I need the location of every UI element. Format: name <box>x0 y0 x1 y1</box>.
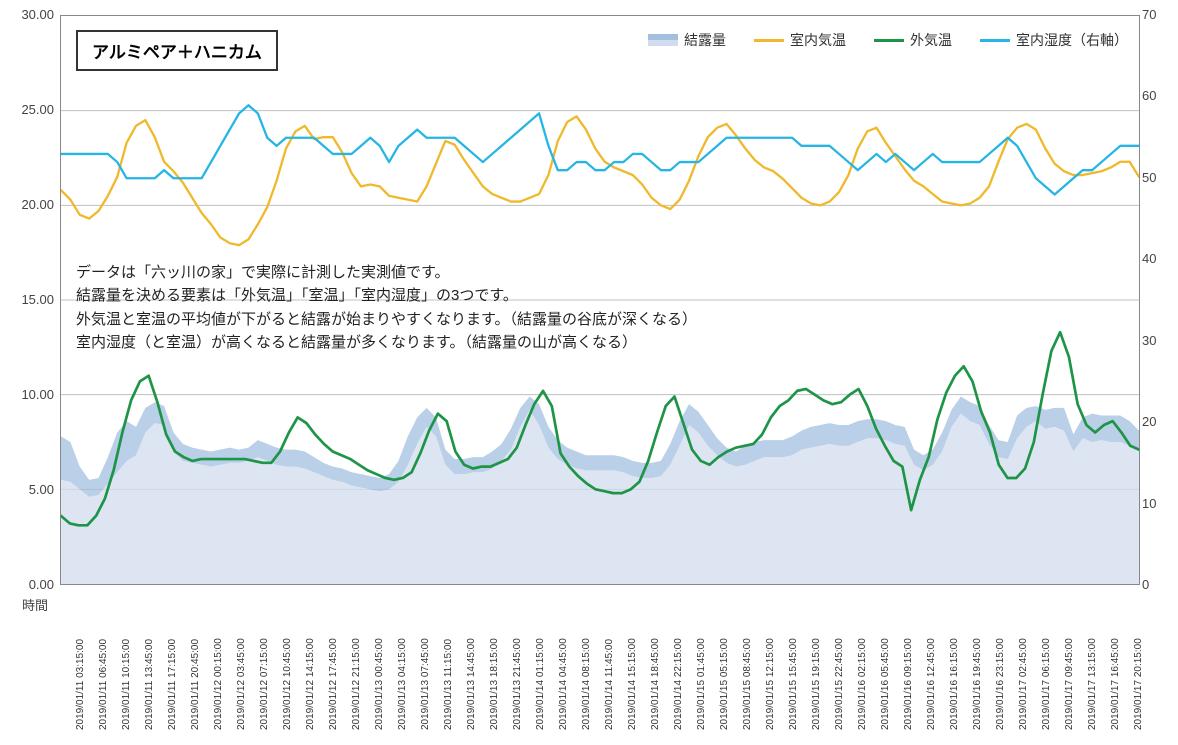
chart-container: 時間 2019/01/11 03:15:002019/01/11 06:45:0… <box>0 0 1178 745</box>
legend-swatch-line <box>980 39 1010 42</box>
legend-swatch-area <box>648 34 678 46</box>
chart-title: アルミペア＋ハニカム <box>76 30 278 71</box>
x-axis-title: 時間 <box>22 595 48 614</box>
legend-item-room-temp: 室内気温 <box>754 30 846 50</box>
legend-swatch-line <box>874 39 904 42</box>
annotation-text: データは「六ッ川の家」で実際に計測した実測値です。結露量を決める要素は「外気温」… <box>76 261 697 354</box>
x-axis-labels: 2019/01/11 03:15:002019/01/11 06:45:0020… <box>60 590 1140 740</box>
legend-item-room-humidity: 室内湿度（右軸） <box>980 30 1128 50</box>
legend-item-outdoor-temp: 外気温 <box>874 30 952 50</box>
legend-label: 結露量 <box>684 30 726 50</box>
legend-item-condensation: 結露量 <box>648 30 726 50</box>
legend-label: 外気温 <box>910 30 952 50</box>
legend-label: 室内湿度（右軸） <box>1016 30 1128 50</box>
legend: 結露量 室内気温 外気温 室内湿度（右軸） <box>648 30 1128 50</box>
legend-label: 室内気温 <box>790 30 846 50</box>
legend-swatch-line <box>754 39 784 42</box>
